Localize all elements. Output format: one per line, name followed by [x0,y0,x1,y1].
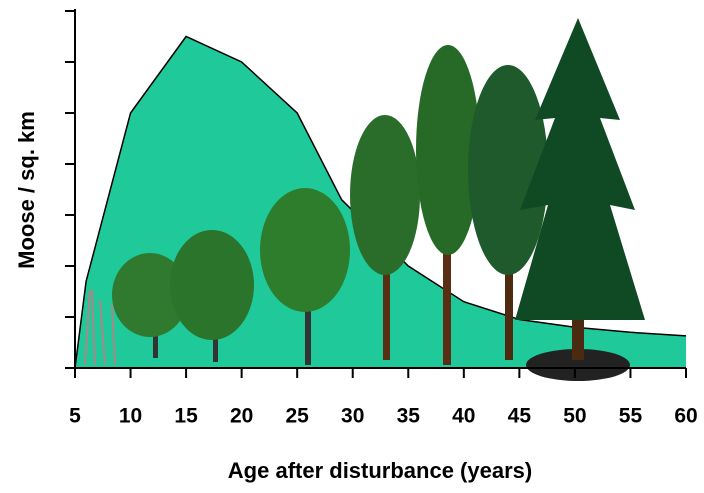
x-tick-label: 60 [674,405,697,428]
x-tick-label: 45 [508,405,532,428]
x-tick-label: 35 [397,405,421,428]
conifer-tree [515,18,645,360]
tree-shadow [526,349,630,381]
x-tick-label: 55 [619,405,643,428]
deciduous-tree [112,45,548,365]
x-tick-label: 25 [286,405,310,428]
x-axis-title: Age after disturbance (years) [228,458,532,483]
x-tick-label: 10 [119,405,142,428]
x-tick-label: 15 [174,405,198,428]
x-tick-label: 20 [230,405,253,428]
tree-illustration [84,18,645,381]
x-tick-label: 50 [563,405,586,428]
x-tick-label: 5 [69,405,81,428]
x-tick-label: 30 [341,405,364,428]
sapling [84,289,116,366]
y-axis-title: Moose / sq. km [14,111,39,269]
x-tick-label: 40 [452,405,475,428]
